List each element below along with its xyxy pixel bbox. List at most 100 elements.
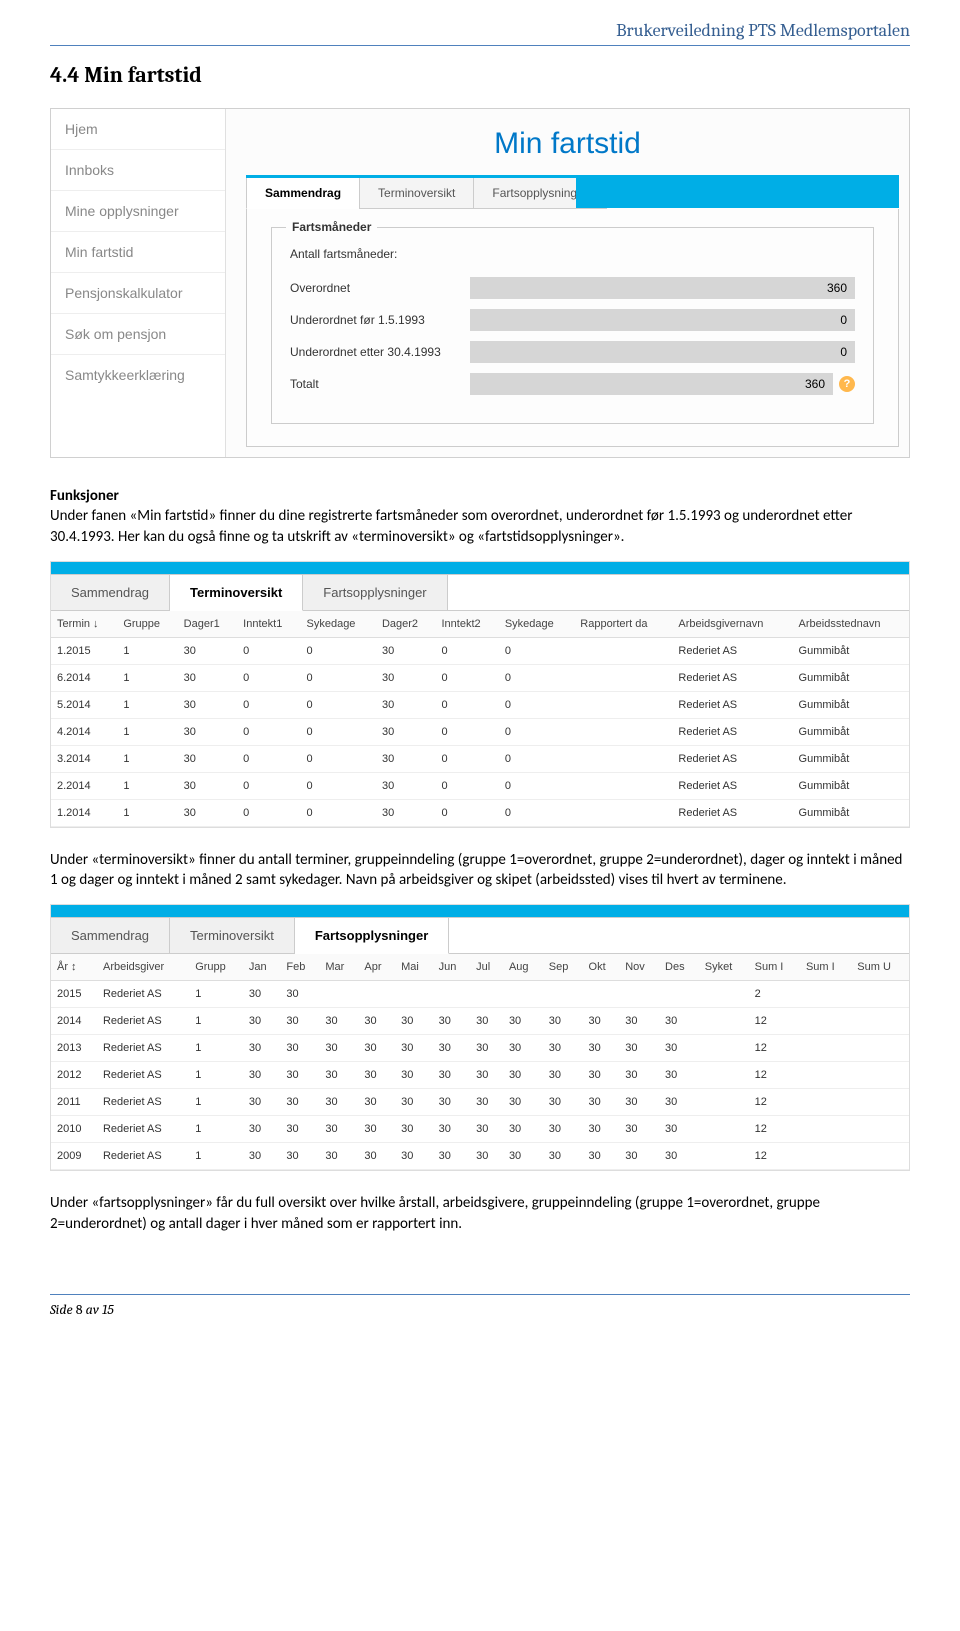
footer-page: 8 [76, 1301, 83, 1318]
footer-of: av 15 [86, 1301, 114, 1318]
column-header[interactable]: Okt [583, 954, 620, 981]
table-cell [470, 981, 503, 1008]
table-cell: 0 [435, 772, 498, 799]
table-cell: 30 [470, 1062, 503, 1089]
help-icon[interactable]: ? [839, 376, 855, 392]
table-cell: 1 [117, 664, 177, 691]
table-cell: 30 [433, 1116, 471, 1143]
table-cell: 30 [243, 1143, 281, 1170]
tab-fartsopplysninger[interactable]: Fartsopplysninger [295, 918, 449, 954]
table-cell: 30 [319, 1008, 358, 1035]
column-header[interactable]: Sykedage [499, 611, 574, 638]
column-header[interactable]: Feb [280, 954, 319, 981]
table-cell: Rederiet AS [672, 691, 792, 718]
table-cell: 30 [376, 664, 436, 691]
column-header[interactable]: Sykedage [301, 611, 376, 638]
table-row: 4.2014130003000Rederiet ASGummibåt [51, 718, 909, 745]
tab-sammendrag[interactable]: Sammendrag [51, 575, 170, 611]
table-cell: 0 [435, 745, 498, 772]
row-label: Overordnet [290, 281, 470, 295]
terminoversikt-table: Termin ↓GruppeDager1Inntekt1SykedageDage… [51, 611, 909, 827]
tabs: Sammendrag Terminoversikt Fartsopplysnin… [51, 917, 909, 954]
column-header[interactable]: Dager2 [376, 611, 436, 638]
column-header[interactable]: Aug [503, 954, 543, 981]
column-header[interactable]: Inntekt2 [435, 611, 498, 638]
table-cell [659, 981, 699, 1008]
column-header[interactable]: Mai [395, 954, 432, 981]
column-header[interactable]: Arbeidsgivernavn [672, 611, 792, 638]
tab-terminoversikt[interactable]: Terminoversikt [170, 575, 303, 611]
column-header[interactable]: Arbeidsgiver [97, 954, 189, 981]
table-cell [851, 1143, 909, 1170]
page-title: Min fartstid [226, 109, 909, 175]
table-cell: 1 [117, 772, 177, 799]
column-header[interactable]: Nov [619, 954, 659, 981]
table-cell: 12 [749, 1008, 800, 1035]
table-cell: 30 [470, 1116, 503, 1143]
column-header[interactable]: Mar [319, 954, 358, 981]
table-cell: Rederiet AS [672, 799, 792, 826]
table-cell: 30 [543, 1062, 583, 1089]
table-cell: 30 [470, 1143, 503, 1170]
nav-samtykke[interactable]: Samtykkeerklæring [51, 354, 225, 395]
screenshot-fartsopplysninger: Sammendrag Terminoversikt Fartsopplysnin… [50, 904, 910, 1171]
column-header[interactable]: Syket [699, 954, 749, 981]
table-cell: 30 [503, 1089, 543, 1116]
nav-min-fartstid[interactable]: Min fartstid [51, 231, 225, 272]
nav-pensjonskalkulator[interactable]: Pensjonskalkulator [51, 272, 225, 313]
table-row: 5.2014130003000Rederiet ASGummibåt [51, 691, 909, 718]
table-cell: 5.2014 [51, 691, 117, 718]
table-cell: 30 [178, 718, 238, 745]
tab-terminoversikt[interactable]: Terminoversikt [170, 918, 295, 954]
column-header[interactable]: Sum I [749, 954, 800, 981]
column-header[interactable]: Sep [543, 954, 583, 981]
tab-sammendrag[interactable]: Sammendrag [51, 918, 170, 954]
column-header[interactable]: Sum I [800, 954, 851, 981]
sub-label: Antall fartsmåneder: [290, 247, 855, 261]
nav-sok-pensjon[interactable]: Søk om pensjon [51, 313, 225, 354]
nav-mine-opplysninger[interactable]: Mine opplysninger [51, 190, 225, 231]
table-cell: Rederiet AS [97, 1062, 189, 1089]
table-cell: 30 [433, 1143, 471, 1170]
column-header[interactable]: Rapportert da [574, 611, 672, 638]
tab-fartsopplysninger[interactable]: Fartsopplysninger [303, 575, 447, 611]
funksjoner-text: Under fanen «Min fartstid» finner du din… [50, 507, 852, 545]
table-cell [851, 981, 909, 1008]
table-cell [699, 1062, 749, 1089]
table-cell: 0 [499, 664, 574, 691]
table-cell: 0 [301, 799, 376, 826]
column-header[interactable]: Jul [470, 954, 503, 981]
table-cell: 30 [395, 1008, 432, 1035]
table-cell: 1 [189, 1143, 243, 1170]
column-header[interactable]: Gruppe [117, 611, 177, 638]
tab-accent-bar [576, 178, 899, 208]
nav-innboks[interactable]: Innboks [51, 149, 225, 190]
column-header[interactable]: Dager1 [178, 611, 238, 638]
fieldset-legend: Fartsmåneder [286, 220, 377, 234]
column-header[interactable]: År ↕ [51, 954, 97, 981]
column-header[interactable]: Inntekt1 [237, 611, 300, 638]
column-header[interactable]: Termin ↓ [51, 611, 117, 638]
table-cell: 6.2014 [51, 664, 117, 691]
table-cell: 30 [659, 1143, 699, 1170]
table-cell: 30 [358, 1008, 395, 1035]
funksjoner-heading: Funksjoner [50, 487, 119, 505]
column-header[interactable]: Des [659, 954, 699, 981]
tab-terminoversikt[interactable]: Terminoversikt [359, 178, 474, 209]
column-header[interactable]: Sum U [851, 954, 909, 981]
nav-hjem[interactable]: Hjem [51, 109, 225, 149]
table-cell [574, 637, 672, 664]
table-cell: 1 [117, 718, 177, 745]
table-cell: 30 [243, 1008, 281, 1035]
row-underordnet-for: Underordnet før 1.5.1993 0 [290, 309, 855, 331]
column-header[interactable]: Jan [243, 954, 281, 981]
table-cell [574, 745, 672, 772]
table-cell: 30 [619, 1116, 659, 1143]
column-header[interactable]: Jun [433, 954, 471, 981]
table-row: 2015Rederiet AS130302 [51, 981, 909, 1008]
column-header[interactable]: Arbeidsstednavn [793, 611, 909, 638]
column-header[interactable]: Grupp [189, 954, 243, 981]
table-cell: 30 [583, 1089, 620, 1116]
column-header[interactable]: Apr [358, 954, 395, 981]
tab-sammendrag[interactable]: Sammendrag [246, 178, 360, 209]
